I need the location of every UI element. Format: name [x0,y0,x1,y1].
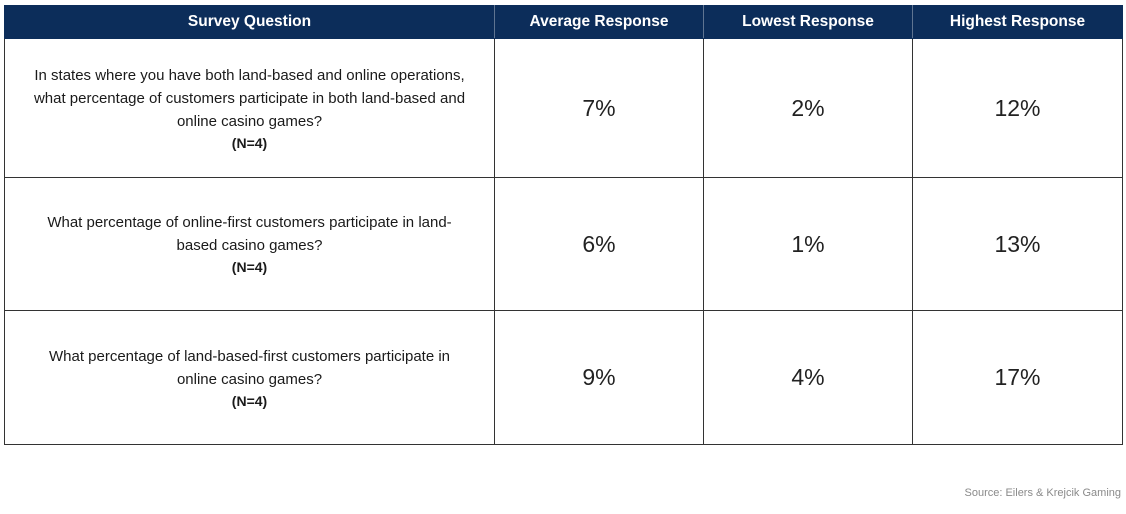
question-cell: What percentage of online-first customer… [4,177,495,311]
sample-size: (N=4) [231,392,268,409]
question-text: In states where you have both land-based… [33,66,466,130]
average-value: 9% [582,364,616,390]
header-lowest-response: Lowest Response [703,5,913,39]
lowest-cell: 2% [703,38,913,178]
table-row: In states where you have both land-based… [4,38,1123,178]
question-text: What percentage of land-based-first cust… [48,347,451,388]
sample-size: (N=4) [231,259,268,275]
table-row: What percentage of land-based-first cust… [4,310,1123,445]
average-value: 6% [582,230,616,257]
lowest-cell: 4% [703,310,913,445]
sample-size: (N=4) [231,134,268,151]
lowest-cell: 1% [703,177,913,311]
highest-value: 12% [994,94,1041,121]
header-survey-question: Survey Question [4,5,495,39]
header-average-response: Average Response [494,5,704,39]
table-row: What percentage of online-first customer… [4,177,1123,311]
highest-value: 13% [994,230,1041,257]
highest-cell: 13% [912,177,1123,311]
lowest-value: 4% [791,364,825,390]
average-cell: 9% [494,310,704,445]
survey-table: Survey Question Average Response Lowest … [4,5,1123,445]
highest-cell: 12% [912,38,1123,178]
average-cell: 7% [494,38,704,178]
highest-cell: 17% [912,310,1123,445]
lowest-value: 2% [791,94,825,121]
source-note: Source: Eilers & Krejcik Gaming [964,487,1122,499]
header-highest-response: Highest Response [912,5,1123,39]
header-row: Survey Question Average Response Lowest … [4,5,1123,39]
lowest-value: 1% [791,230,825,257]
question-text: What percentage of online-first customer… [47,214,452,254]
question-cell: In states where you have both land-based… [4,38,495,178]
average-cell: 6% [494,177,704,311]
question-cell: What percentage of land-based-first cust… [4,310,495,445]
average-value: 7% [582,94,616,121]
highest-value: 17% [994,364,1041,390]
